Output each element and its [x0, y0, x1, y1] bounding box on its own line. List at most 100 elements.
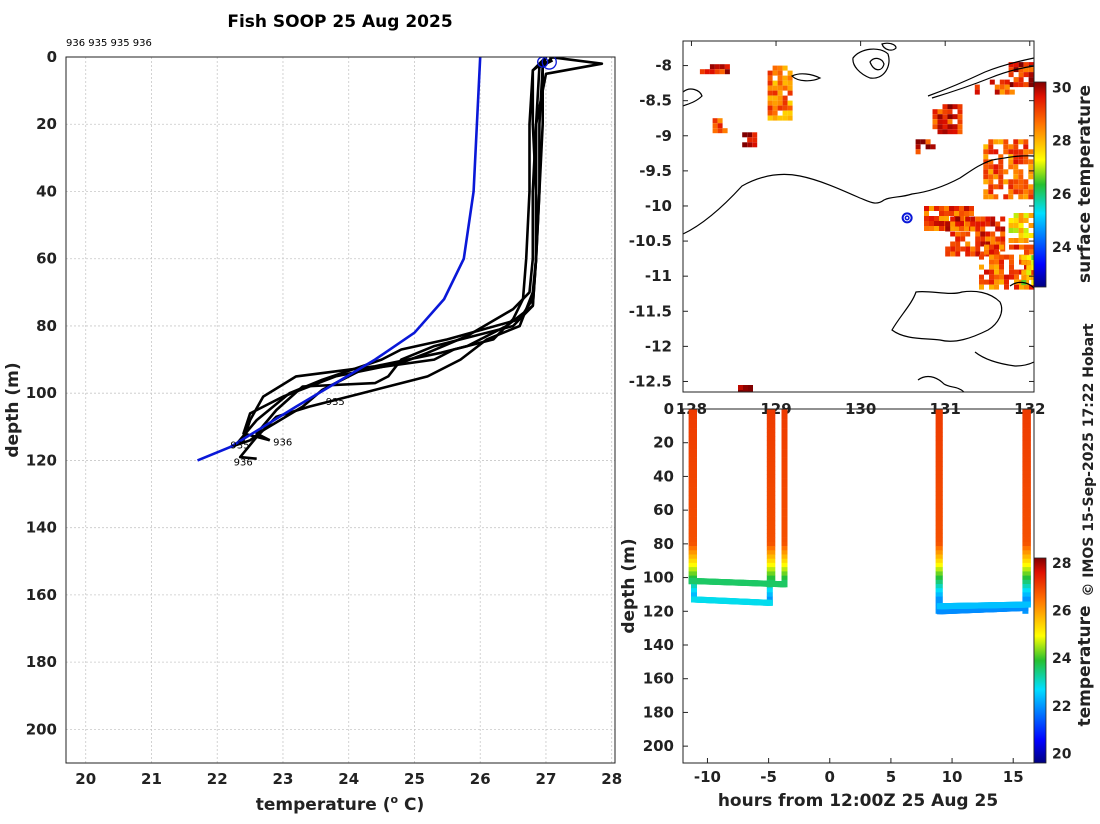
cast-sample [781, 415, 788, 420]
sst-pixel [748, 385, 753, 390]
sst-pixel [952, 104, 958, 110]
sst-pixel [970, 251, 976, 257]
sst-pixel [988, 184, 994, 190]
coastlines [683, 42, 1034, 392]
cast-sample [691, 432, 697, 437]
sst-pixel [980, 216, 986, 222]
y-tick-label: 100 [26, 384, 57, 402]
cast-sample [691, 440, 697, 446]
sst-pixel [1026, 275, 1032, 281]
sst-pixel [777, 90, 783, 96]
coast-mainland-east [1009, 281, 1034, 289]
cast-sample [691, 495, 697, 500]
sst-pixel [1008, 189, 1014, 195]
coast-island-b [869, 57, 885, 71]
cast-sample [691, 520, 697, 526]
cast-sample [769, 520, 776, 526]
sst-pixel [980, 226, 986, 232]
cast-sample [781, 440, 788, 446]
cast-sample [936, 466, 943, 471]
bottom-track-sample [1024, 601, 1031, 608]
cast-sample [769, 533, 776, 538]
sst-pixel [964, 211, 969, 216]
sst-pixel [988, 164, 994, 170]
cast-sample [1024, 588, 1031, 593]
y-tick-label: 0 [47, 48, 57, 66]
sst-pixel [994, 254, 999, 260]
sst-pixel [929, 221, 934, 226]
sst-pixel [965, 246, 971, 252]
coast-babar [683, 88, 703, 107]
colorbar-tick-label: 26 [1052, 187, 1071, 203]
sst-pixel [772, 115, 778, 121]
sst-pixel [777, 85, 783, 91]
y-tick-label: 140 [26, 519, 57, 537]
sst-pixel [964, 206, 969, 211]
cast-sample [781, 491, 788, 496]
cast-sample [781, 457, 788, 463]
cast-sample [691, 478, 697, 484]
sst-pixel [1014, 274, 1019, 280]
sst-pixel [767, 75, 773, 81]
sst-pixel [1031, 280, 1034, 286]
cast-sample [769, 562, 776, 568]
sst-pixel [1013, 149, 1019, 155]
section-x-tick-label: 5 [886, 768, 896, 786]
sst-pixel [787, 115, 793, 121]
sst-pixel [1018, 174, 1024, 180]
cast-id-annotation: 936 935 935 936 [66, 38, 152, 49]
cast-sample [936, 440, 943, 446]
sst-pixel [1023, 194, 1029, 200]
sst-pixel [932, 119, 938, 125]
sst-pixel [975, 221, 981, 227]
sst-pixel [984, 249, 989, 255]
cast-sample [1024, 529, 1031, 534]
sst-pixel [947, 104, 953, 110]
map-y-tick-label: -9 [655, 127, 672, 145]
series-mean-profile [197, 57, 482, 462]
sst-pixel [767, 70, 773, 76]
xlabel-superscript: o [391, 793, 399, 806]
cast-sample [691, 554, 697, 559]
sst-pixel [1018, 233, 1024, 238]
cast-sample [936, 579, 943, 585]
sst-pixel [983, 164, 989, 170]
bottom-track-sample [766, 599, 773, 606]
sst-pixel [959, 211, 964, 216]
cast-sample [1024, 562, 1031, 568]
cast-sample [936, 571, 943, 576]
cast-sample [936, 575, 943, 581]
sst-pixel [994, 264, 999, 270]
sst-pixel [995, 236, 1001, 242]
sst-pixel [950, 246, 956, 252]
cast-sample [936, 436, 943, 441]
sst-pixel [782, 105, 788, 111]
sst-pixel [772, 70, 778, 76]
sst-pixel [983, 194, 989, 200]
section-x-tick-label: 10 [942, 768, 963, 786]
sst-pixel [767, 85, 773, 91]
sst-pixel [947, 129, 953, 135]
sst-pixel [1021, 275, 1027, 281]
sst-pixel [965, 251, 971, 257]
sst-pixel [1018, 179, 1024, 185]
sst-pixel [767, 105, 773, 111]
sst-pixel [699, 69, 705, 75]
sst-pixel [994, 269, 999, 275]
sst-pixel [782, 80, 788, 86]
sst-pixel [1028, 194, 1034, 200]
cast-sample [936, 474, 943, 479]
sst-pixel [980, 251, 986, 257]
sst-pixel [983, 149, 989, 155]
cast-sample [1024, 533, 1031, 538]
section-x-tick-label: 0 [825, 768, 835, 786]
cast-sample [769, 512, 776, 517]
sst-pixel [1013, 77, 1019, 83]
sst-pixel [1004, 284, 1009, 290]
cast-sample [1024, 554, 1031, 559]
sst-pixel [1028, 169, 1034, 175]
cast-sample [781, 411, 788, 416]
sst-pixel [1028, 164, 1034, 170]
sst-pixel [947, 114, 953, 120]
sst-pixel [719, 69, 725, 75]
